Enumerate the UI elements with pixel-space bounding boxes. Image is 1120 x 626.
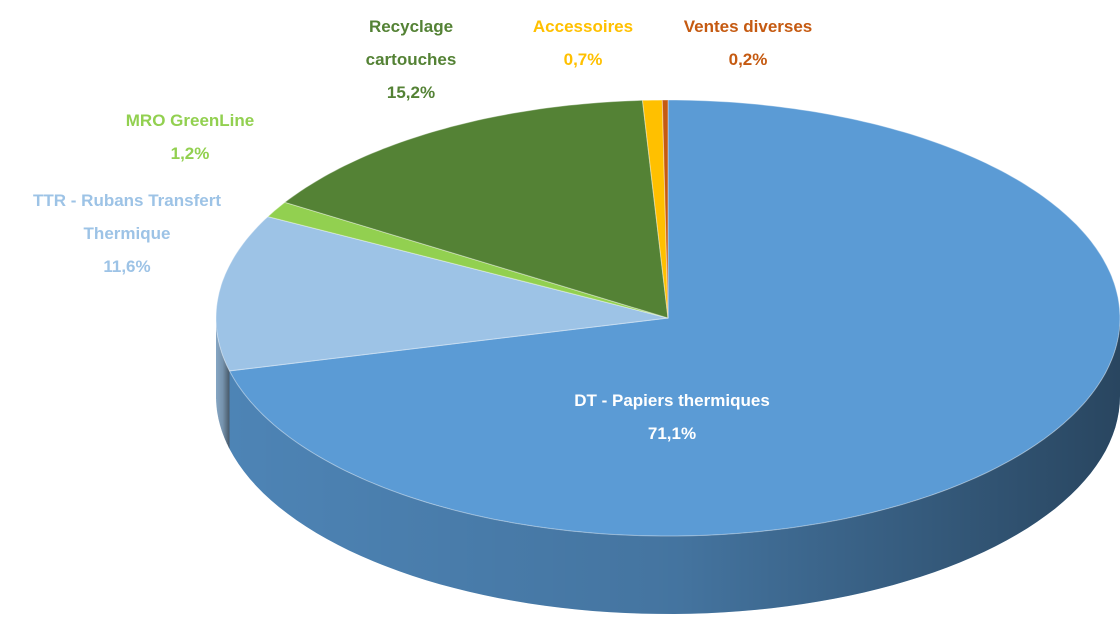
category-label: TTR - Rubans Transfert Thermique xyxy=(33,191,221,243)
category-label: Accessoires xyxy=(532,17,634,36)
value-label: 15,2% xyxy=(386,83,436,102)
slice-label: DT - Papiers thermiques 71,1% xyxy=(512,384,832,450)
category-label: Ventes diverses xyxy=(683,17,813,36)
value-label: 1,2% xyxy=(170,144,210,163)
category-label: MRO GreenLine xyxy=(125,111,255,130)
slice-label: Recyclage cartouches 15,2% xyxy=(351,10,471,109)
slice-label: Ventes diverses 0,2% xyxy=(653,10,843,76)
slice xyxy=(661,99,669,319)
slice-side-shade xyxy=(229,318,1120,614)
slice xyxy=(215,216,669,372)
slice-label: TTR - Rubans Transfert Thermique 11,6% xyxy=(7,184,247,283)
value-label: 71,1% xyxy=(647,424,697,443)
slice xyxy=(283,99,669,319)
slice xyxy=(266,201,669,319)
value-label: 11,6% xyxy=(103,257,151,276)
value-label: 0,2% xyxy=(728,50,768,69)
slice-label: Accessoires 0,7% xyxy=(513,10,653,76)
category-label: DT - Papiers thermiques xyxy=(574,391,770,410)
category-label: Recyclage cartouches xyxy=(365,17,457,69)
slice xyxy=(228,99,1120,537)
slice-label: MRO GreenLine 1,2% xyxy=(80,104,300,170)
value-label: 0,7% xyxy=(563,50,603,69)
slice-side-shade xyxy=(216,318,230,449)
